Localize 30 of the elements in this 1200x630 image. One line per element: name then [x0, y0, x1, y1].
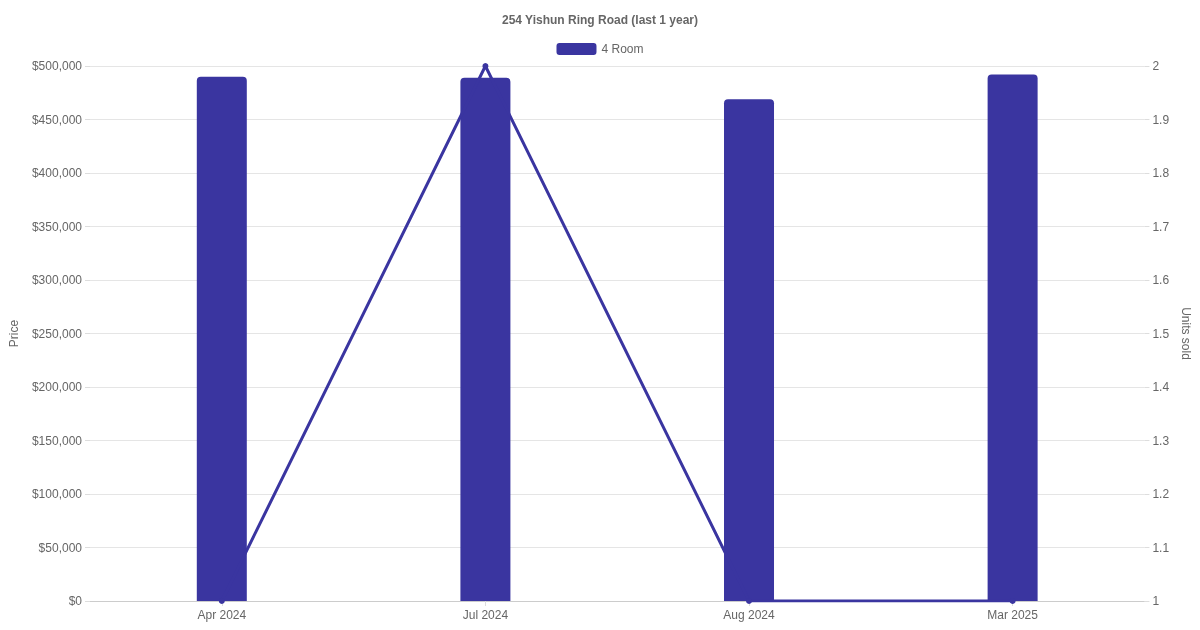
y2-tick-label: 1.1	[1152, 540, 1170, 555]
y2-tick-label: 1.4	[1152, 380, 1170, 394]
y2-tick-label: 1.5	[1152, 326, 1170, 341]
chart-title: 254 Yishun Ring Road (last 1 year)	[501, 13, 699, 27]
x-tick-label: Aug 2024	[723, 608, 776, 622]
y2-tick-label: 1.9	[1152, 112, 1170, 127]
y-axis-title: Price	[7, 319, 21, 348]
y-tick-label: $400,000	[31, 166, 83, 180]
y-tick-label: $450,000	[31, 112, 83, 127]
y2-tick-label: 1.8	[1152, 166, 1170, 180]
y2-tick-label: 2	[1152, 59, 1160, 73]
y2-tick-label: 1.2	[1152, 487, 1170, 501]
y-tick-label: $50,000	[38, 540, 83, 555]
y-tick-label: $150,000	[31, 433, 83, 448]
y-tick-label: $500,000	[31, 59, 83, 73]
x-tick-label: Jul 2024	[462, 608, 509, 622]
y2-tick-label: 1	[1152, 594, 1160, 608]
y2-tick-label: 1.3	[1152, 433, 1170, 448]
y2-tick-label: 1.7	[1152, 219, 1170, 234]
y2-axis-title: Units sold	[1179, 307, 1193, 360]
y-tick-label: $0	[68, 594, 83, 608]
y-tick-label: $200,000	[31, 380, 83, 394]
x-tick-label: Mar 2025	[987, 608, 1039, 622]
legend-label: 4 Room	[601, 42, 644, 56]
y2-tick-label: 1.6	[1152, 273, 1170, 287]
y-tick-label: $300,000	[31, 273, 83, 287]
y-tick-label: $100,000	[31, 487, 83, 501]
x-tick-label: Apr 2024	[197, 608, 247, 622]
y-tick-label: $350,000	[31, 219, 83, 234]
y-tick-label: $250,000	[31, 326, 83, 341]
